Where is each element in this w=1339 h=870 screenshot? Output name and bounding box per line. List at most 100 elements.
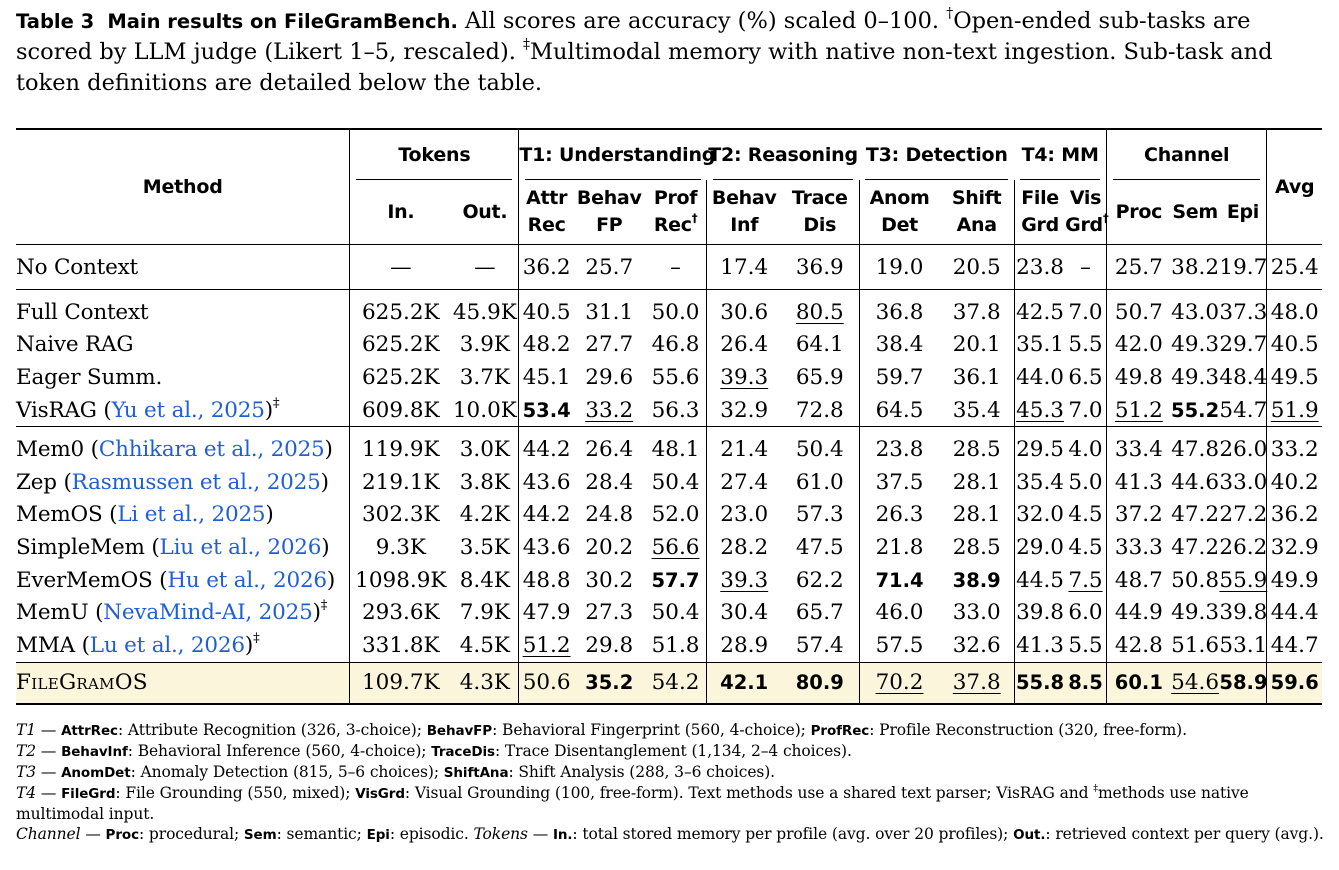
table-cell: 47.5: [795, 534, 844, 560]
caption-label: Table 3: [16, 10, 95, 33]
table-cell: 42.5: [1013, 289, 1066, 329]
table-cell: 33.4: [1105, 426, 1171, 466]
table-cell: 37.8: [952, 299, 1001, 325]
table-cell: 41.3: [1013, 628, 1066, 663]
table-cell: 4.5K: [451, 628, 519, 663]
table-cell: 65.7: [795, 600, 844, 626]
method-header: Method: [16, 128, 350, 245]
table-cell: 21.8: [858, 531, 940, 564]
table-cell: 51.2: [1105, 393, 1171, 428]
table-cell: 28.4: [585, 469, 634, 495]
table-cell: 33.0: [952, 600, 1001, 626]
table-cell: 59.7: [858, 361, 940, 394]
method-name: MemOS (Li et al., 2025): [16, 502, 274, 528]
col-prof-rec: Prof Rec†: [644, 180, 707, 245]
table-cell: 32.6: [939, 628, 1015, 663]
table-cell: 49.8: [1105, 361, 1171, 394]
t4-group-header: T4: MM: [1014, 128, 1107, 180]
table-cell: 48.2: [518, 328, 574, 362]
citation-link[interactable]: Chhikara et al., 2025: [98, 437, 325, 463]
table-cell: 50.4: [651, 469, 700, 495]
citation-link[interactable]: Liu et al., 2026: [159, 534, 322, 560]
table-cell: 65.9: [795, 364, 844, 390]
caption-title: Main results on FileGramBench.: [107, 10, 458, 33]
table-cell: 20.2: [585, 534, 634, 560]
table-cell: 46.8: [651, 332, 700, 358]
table-row-naive-rag: Naive RAG 625.2K 3.9K 48.2 27.7 46.8 26.4 64.1 3…: [16, 328, 1322, 362]
citation-link[interactable]: Yu et al., 2025: [111, 397, 265, 423]
table-cell: 55.8: [1013, 662, 1066, 705]
table-cell: 51.2: [518, 628, 574, 663]
table-cell: 47.8: [1171, 437, 1220, 463]
table-cell: 80.9: [780, 662, 860, 705]
table-cell: 4.5: [1068, 534, 1103, 560]
table-cell: 49.3: [1171, 364, 1220, 390]
table-cell: 44.0: [1013, 361, 1066, 394]
table-cell: 23.8: [1013, 244, 1066, 290]
table-cell: —: [349, 244, 452, 290]
citation-link[interactable]: Lu et al., 2026: [89, 632, 245, 658]
table-cell: 26.4: [585, 437, 634, 463]
table-cell: 54.6: [1170, 662, 1220, 705]
citation-link[interactable]: Rasmussen et al., 2025: [71, 469, 321, 495]
table-cell: 3.9K: [459, 332, 510, 358]
table-cell: 46.0: [858, 596, 940, 629]
table-cell: 625.2K: [349, 289, 452, 329]
table-cell: 47.2: [1171, 502, 1220, 528]
table-cell: 36.1: [952, 364, 1001, 390]
col-file-grd: File Grd: [1013, 180, 1066, 245]
table-cell: 45.3: [1013, 393, 1066, 428]
table-cell: 52.0: [651, 502, 700, 528]
citation-link[interactable]: Li et al., 2025: [117, 502, 266, 528]
table-cell: 23.8: [858, 426, 940, 466]
table-cell: 48.7: [1105, 563, 1171, 597]
col-shift-ana: Shift Ana: [939, 180, 1015, 245]
table-cell: 57.3: [795, 502, 844, 528]
col-behav-inf: Behav Inf: [706, 180, 781, 245]
table-cell: 219.1K: [349, 465, 452, 499]
table-cell: 3.0K: [459, 437, 510, 463]
citation-link[interactable]: Hu et al., 2026: [167, 567, 327, 593]
table-cell: 44.4: [1266, 596, 1322, 629]
table-cell: 23.0: [706, 498, 781, 532]
table-row-no-context: No Context — —36.2 25.7–17.4 36.9 19.0 20.5 23.…: [16, 244, 1322, 290]
table-cell: 43.6: [518, 465, 574, 499]
table-cell: 57.7: [651, 568, 700, 592]
col-anom-det: Anom Det: [858, 180, 940, 245]
table-cell: 50.6: [518, 662, 574, 705]
table-cell: 42.1: [706, 662, 781, 705]
col-proc: Proc: [1105, 180, 1171, 245]
table-cell: 48.4: [1219, 364, 1268, 390]
table-cell: 70.2: [858, 662, 940, 705]
table-cell: 19.7: [1219, 244, 1267, 290]
table-cell: 38.9: [952, 568, 1001, 592]
table-cell: 10.0K: [451, 393, 519, 428]
table-cell: 293.6K: [349, 596, 452, 629]
table-cell: 32.9: [706, 393, 781, 428]
table-row-visrag: VisRAG (Yu et al., 2025)‡ 609.8K 10.0K 53.4…: [16, 393, 1322, 428]
table-cell: 29.7: [1219, 332, 1268, 358]
table-cell: 50.4: [651, 600, 700, 626]
table-cell: 57.5: [858, 628, 940, 663]
table-cell: 50.7: [1105, 289, 1171, 329]
table-cell: 109.7K: [349, 662, 452, 705]
table-cell: 61.0: [795, 469, 844, 495]
table-cell: 50.4: [795, 437, 844, 463]
table-cell: 39.3: [706, 361, 781, 394]
table-cell: 37.8: [939, 662, 1015, 705]
table-cell: 45.9K: [452, 299, 517, 325]
table-cell: 47.2: [1171, 534, 1220, 560]
citation-link[interactable]: NevaMind-AI, 2025: [103, 600, 313, 626]
table-cell: 1098.9K: [349, 563, 452, 597]
table-cell: 119.9K: [349, 426, 452, 466]
table-cell: 44.5: [1013, 563, 1066, 597]
table-cell: 32.0: [1013, 498, 1066, 532]
table-cell: 40.2: [1266, 465, 1322, 499]
table-cell: 25.7: [573, 244, 645, 290]
table-cell: 36.9: [780, 244, 860, 290]
note-channel-tokens: Channel — Proc: procedural; Sem: semanti…: [16, 825, 1324, 843]
table-cell: 28.1: [952, 469, 1001, 495]
table-cell: 4.2K: [459, 502, 510, 528]
dagger-mark: †: [946, 5, 954, 22]
table-row-filegramos: FileGramOS 109.7K 4.3K 50.6 35.2 54.2 42.1 80.9…: [16, 662, 1322, 705]
